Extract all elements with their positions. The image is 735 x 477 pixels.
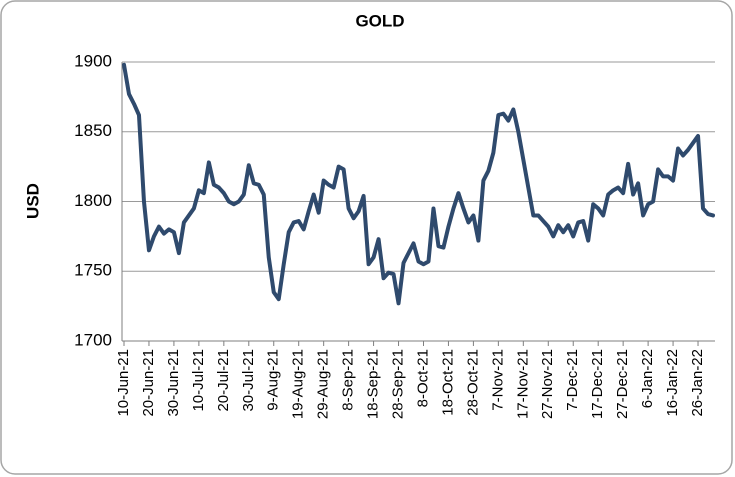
price-line [122,62,715,306]
x-tick-label: 17-Nov-21 [514,349,531,419]
x-tick-label: 7-Nov-21 [489,349,506,411]
x-tick-label: 27-Dec-21 [614,349,631,419]
x-tick-label: 16-Jan-22 [664,349,681,417]
y-axis-label: USD [23,183,42,219]
x-tick-label: 6-Jan-22 [639,349,656,408]
x-tick-label: 19-Aug-21 [290,349,307,419]
y-tick-label: 1700 [74,330,112,349]
y-tick-label: 1900 [74,51,112,70]
x-tick-label: 17-Dec-21 [589,349,606,419]
x-tick-label: 10-Jun-21 [115,349,132,417]
x-tick-label: 18-Oct-21 [439,349,456,416]
y-tick-label: 1750 [74,261,112,280]
x-tick-label: 27-Nov-21 [539,349,556,419]
x-tick-label: 8-Sep-21 [340,349,357,411]
y-tick-label: 1850 [74,121,112,140]
x-tick-label: 26-Jan-22 [689,349,706,417]
y-tick-label: 1800 [74,191,112,210]
x-tick-label: 29-Aug-21 [315,349,332,419]
x-tick-label: 20-Jun-21 [140,349,157,417]
chart-title: GOLD [355,11,404,30]
x-tick-label: 18-Sep-21 [365,349,382,419]
x-tick-label: 30-Jul-21 [240,349,257,412]
x-tick-label: 20-Jul-21 [215,349,232,412]
x-tick-label: 10-Jul-21 [190,349,207,412]
x-tick-label: 8-Oct-21 [414,349,431,407]
x-tick-label: 7-Dec-21 [564,349,581,411]
x-tick-label: 30-Jun-21 [165,349,182,417]
x-tick-label: 9-Aug-21 [265,349,282,411]
x-tick-label: 28-Sep-21 [390,349,407,419]
x-tick-label: 28-Oct-21 [464,349,481,416]
